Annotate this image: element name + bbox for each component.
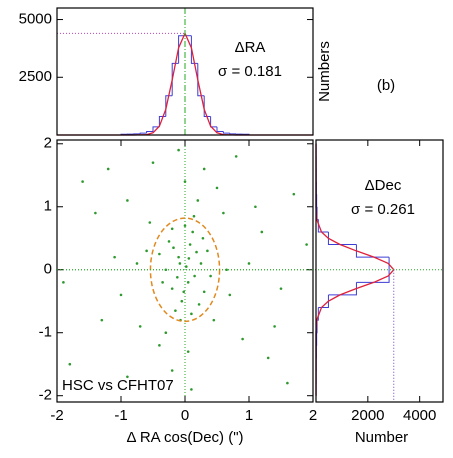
scatter-point <box>198 303 201 306</box>
scatter-point <box>305 243 308 246</box>
scatter-point <box>193 275 196 278</box>
scatter-point <box>171 228 174 231</box>
x-tick-label: -2 <box>50 407 63 424</box>
scatter-point <box>62 281 65 284</box>
scatter-point <box>280 287 283 290</box>
histogram-bin <box>172 63 178 95</box>
y-tick-label: 0 <box>44 261 52 278</box>
scatter-point <box>216 187 219 190</box>
scatter-point <box>273 325 276 328</box>
scatter-point <box>101 319 104 322</box>
y-tick-label: -2 <box>39 387 52 404</box>
scatter-point <box>174 309 177 312</box>
histogram-bin <box>198 63 204 95</box>
histogram-bin <box>356 245 389 258</box>
x-tick-label: 1 <box>245 407 253 424</box>
histogram-bin <box>140 133 146 134</box>
scatter-point <box>188 257 191 260</box>
scatter-point <box>177 149 180 152</box>
y-tick-label: -1 <box>39 324 52 341</box>
scatter-point <box>176 276 179 279</box>
y-tick-label: 1 <box>44 198 52 215</box>
scatter-point <box>254 205 257 208</box>
histogram-bin <box>230 133 236 134</box>
annotation: ΔRA <box>235 39 266 56</box>
scatter-point <box>158 253 161 256</box>
annotation: σ = 0.261 <box>351 201 415 218</box>
scatter-point <box>187 281 190 284</box>
scatter-point <box>158 344 161 347</box>
scatter-point <box>200 262 203 265</box>
scatter-point <box>139 325 142 328</box>
scatter-point <box>120 294 123 297</box>
scatter-point <box>171 287 174 290</box>
scatter-point <box>165 331 168 334</box>
scatter-point <box>94 212 97 215</box>
x-axis-label: Δ RA cos(Dec) (") <box>126 429 243 446</box>
y-tick-label: 2500 <box>19 68 52 85</box>
histogram-bin <box>328 232 356 245</box>
annotation: ΔDec <box>365 177 402 194</box>
scatter-point <box>209 275 212 278</box>
scatter-point <box>149 221 152 224</box>
histogram-bin <box>356 270 389 283</box>
scatter-point <box>195 251 198 254</box>
x-tick-label: -1 <box>114 407 127 424</box>
scatter-point <box>69 363 72 366</box>
scatter-point <box>203 168 206 171</box>
scatter-point <box>181 300 184 303</box>
scatter-point <box>152 161 155 164</box>
x-tick-label: 2000 <box>351 407 384 424</box>
x-tick-label: 4000 <box>403 407 436 424</box>
panel-label: (b) <box>377 77 395 94</box>
scatter-point <box>113 256 116 259</box>
scatter-point <box>193 215 196 218</box>
scatter-point <box>171 369 174 372</box>
scatter-point <box>190 388 193 391</box>
scatter-point <box>126 199 129 202</box>
scatter-point <box>145 250 148 253</box>
scatter-point <box>189 243 192 246</box>
x-tick-label: 2 <box>309 407 317 424</box>
scatter-point <box>136 262 139 265</box>
y-axis-label: Numbers <box>316 41 333 102</box>
scatter-point <box>179 262 182 265</box>
y-tick-label: 5000 <box>19 11 52 28</box>
scatter-point <box>191 231 194 234</box>
scatter-point <box>168 240 171 243</box>
scatter-point <box>190 313 193 316</box>
histogram-bin <box>318 219 328 232</box>
x-axis-label: Number <box>355 429 408 446</box>
annotation: HSC vs CFHT07 <box>62 377 174 394</box>
annotation: σ = 0.181 <box>218 63 282 80</box>
scatter-point <box>222 212 225 215</box>
scatter-point <box>261 231 264 234</box>
scatter-point <box>293 193 296 196</box>
y-tick-label: 2 <box>44 135 52 152</box>
histogram-bin <box>217 127 223 132</box>
scatter-point <box>161 281 164 284</box>
histogram-bin <box>328 282 356 295</box>
scatter-point <box>229 294 232 297</box>
scatter-point <box>197 199 200 202</box>
scatter-point <box>241 338 244 341</box>
scatter-point <box>202 237 205 240</box>
x-tick-label: 0 <box>181 407 189 424</box>
scatter-point <box>286 382 289 385</box>
histogram-bin <box>211 117 217 127</box>
scatter-point <box>206 250 209 253</box>
scatter-point <box>235 155 238 158</box>
scatter-point <box>248 262 251 265</box>
scatter-point <box>107 168 110 171</box>
scatter-point <box>177 256 180 259</box>
scatter-point <box>172 246 175 249</box>
scatter-point <box>81 180 84 183</box>
scatter-point <box>213 319 216 322</box>
scatter-point <box>267 357 270 360</box>
scatter-point <box>203 290 206 293</box>
scatter-point <box>187 350 190 353</box>
histogram-bin <box>223 132 229 134</box>
